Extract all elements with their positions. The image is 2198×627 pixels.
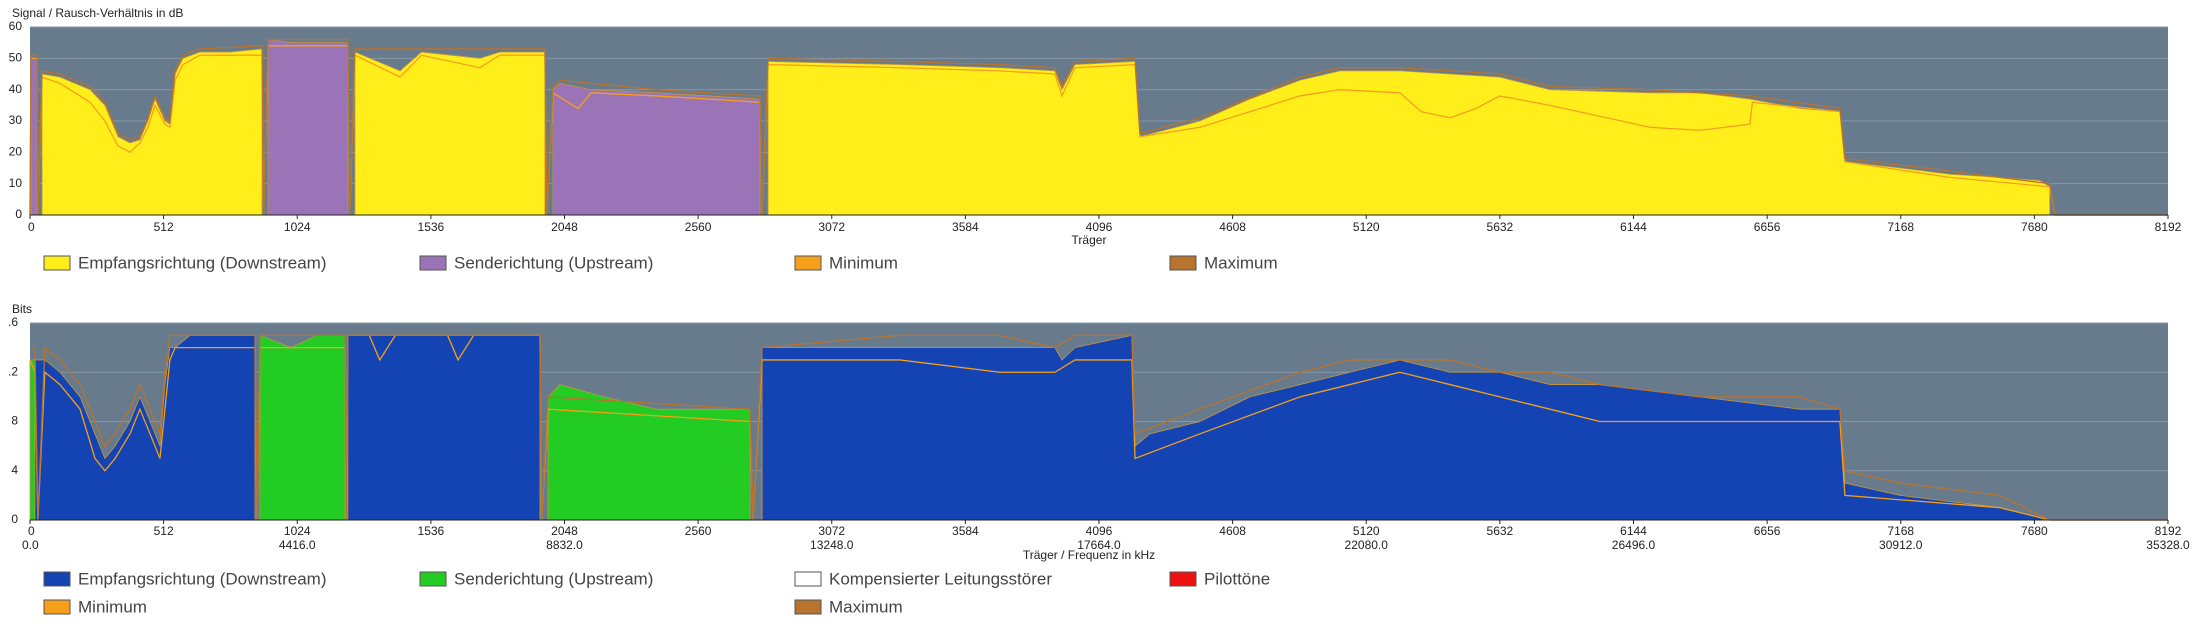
x2-tick-label: 8832.0 <box>546 538 583 552</box>
legend-swatch <box>419 571 447 587</box>
legend-label: Maximum <box>829 597 903 616</box>
x-tick-label: 6144 <box>1620 524 1647 538</box>
x2-tick-label: 22080.0 <box>1345 538 1389 552</box>
y-tick-label: 0 <box>15 207 22 221</box>
x-tick-label: 6144 <box>1620 220 1647 234</box>
legend-label: Senderichtung (Upstream) <box>454 569 653 588</box>
x-tick-label: 5632 <box>1487 220 1514 234</box>
legend-swatch <box>43 599 71 615</box>
x2-tick-label: 4416.0 <box>279 538 316 552</box>
legend-label: Senderichtung (Upstream) <box>454 253 653 272</box>
legend-swatch <box>794 255 822 271</box>
x-tick-label: 7168 <box>1887 220 1914 234</box>
x-tick-label: 5120 <box>1353 524 1380 538</box>
x-tick-label: 5632 <box>1487 524 1514 538</box>
x-tick-label: 2560 <box>685 524 712 538</box>
y-tick-label: .2 <box>8 364 18 378</box>
x-tick-label: 2048 <box>551 524 578 538</box>
legend-label: Maximum <box>1204 253 1278 272</box>
legend-swatch <box>794 599 822 615</box>
x2-tick-label: 30912.0 <box>1879 538 1923 552</box>
y-tick-label: 0 <box>11 512 18 526</box>
x-axis-label: Träger <box>1072 233 1107 247</box>
line <box>30 334 2168 521</box>
x-tick-label: 3584 <box>952 524 979 538</box>
x-tick-label: 7168 <box>1887 524 1914 538</box>
x2-tick-label: 26496.0 <box>1612 538 1656 552</box>
x-tick-label: 3072 <box>818 220 845 234</box>
legend-label: Kompensierter Leitungsstörer <box>829 569 1052 588</box>
legend-swatch <box>1169 255 1197 271</box>
chart-title: Bits <box>12 302 32 316</box>
y-tick-label: .6 <box>8 315 18 329</box>
legend-label: Empfangsrichtung (Downstream) <box>78 569 326 588</box>
y-tick-label: 10 <box>9 176 23 190</box>
legend-swatch <box>419 255 447 271</box>
x-tick-label: 4608 <box>1219 524 1246 538</box>
x2-tick-label: 13248.0 <box>810 538 854 552</box>
x-tick-label: 8192 <box>2155 220 2182 234</box>
line <box>29 38 2168 216</box>
legend-swatch <box>794 571 822 587</box>
y-tick-label: 4 <box>11 463 18 477</box>
y-tick-label: 40 <box>9 82 23 96</box>
legend-label: Pilottöne <box>1204 569 1270 588</box>
x-tick-label: 1536 <box>418 524 445 538</box>
x-tick-label: 512 <box>154 524 174 538</box>
x-tick-label: 1024 <box>284 220 311 234</box>
area <box>41 48 2051 216</box>
x-tick-label: 3072 <box>818 524 845 538</box>
x-tick-label: 1536 <box>418 220 445 234</box>
x-axis-label: Träger / Frequenz in kHz <box>1023 548 1155 562</box>
x-tick-label: 4096 <box>1086 220 1113 234</box>
y-tick-label: 30 <box>9 113 23 127</box>
x-tick-label: 2560 <box>685 220 712 234</box>
legend-swatch <box>43 571 71 587</box>
x-tick-label: 0 <box>28 220 35 234</box>
x-tick-label: 0 <box>28 524 35 538</box>
chart-title: Signal / Rausch-Verhältnis in dB <box>12 6 183 20</box>
x-tick-label: 3584 <box>952 220 979 234</box>
x2-tick-label: 35328.0 <box>2146 538 2190 552</box>
x-tick-label: 6656 <box>1754 220 1781 234</box>
y-tick-label: 8 <box>11 414 18 428</box>
x-tick-label: 1024 <box>284 524 311 538</box>
y-tick-label: 20 <box>9 145 23 159</box>
x-tick-label: 4608 <box>1219 220 1246 234</box>
legend-label: Minimum <box>829 253 898 272</box>
legend-label: Empfangsrichtung (Downstream) <box>78 253 326 272</box>
x-tick-label: 512 <box>154 220 174 234</box>
x-tick-label: 5120 <box>1353 220 1380 234</box>
x-tick-label: 4096 <box>1086 524 1113 538</box>
legend-label: Minimum <box>78 597 147 616</box>
x2-tick-label: 17664.0 <box>1077 538 1121 552</box>
y-tick-label: 50 <box>9 51 23 65</box>
legend-swatch <box>1169 571 1197 587</box>
x-tick-label: 7680 <box>2021 220 2048 234</box>
x-tick-label: 6656 <box>1754 524 1781 538</box>
x-tick-label: 8192 <box>2155 524 2182 538</box>
x-tick-label: 7680 <box>2021 524 2048 538</box>
line <box>29 45 2168 216</box>
x2-tick-label: 0.0 <box>22 538 39 552</box>
legend-swatch <box>43 255 71 271</box>
y-tick-label: 60 <box>9 19 23 33</box>
x-tick-label: 2048 <box>551 220 578 234</box>
